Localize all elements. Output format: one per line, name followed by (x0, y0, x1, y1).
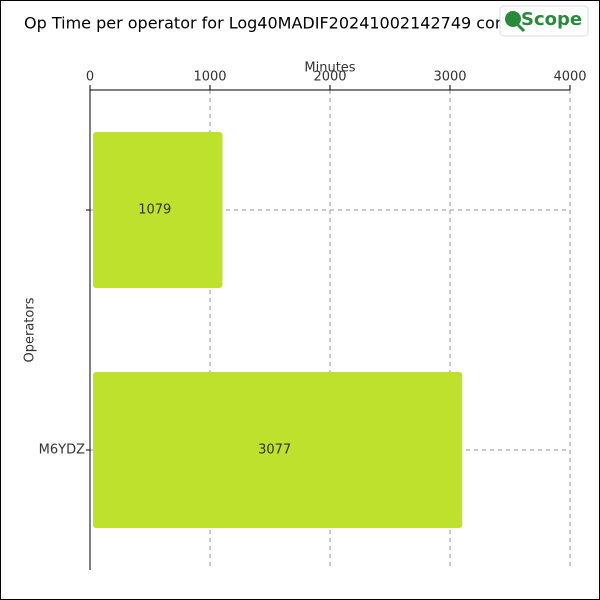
x-tick-label: 2000 (313, 70, 346, 85)
x-tick-label: 0 (86, 70, 94, 85)
logo-handle (516, 23, 526, 33)
chart-title: Op Time per operator for Log40MADIF20241… (24, 14, 577, 33)
logo-text: Scope (521, 9, 582, 30)
x-tick-label: 4000 (553, 70, 586, 85)
value-label: 3077 (258, 443, 291, 458)
value-label: 1079 (138, 203, 171, 218)
y-axis-label: Operators (23, 297, 38, 362)
x-axis-label: Minutes (304, 61, 355, 76)
logo-icon (505, 11, 521, 27)
bar (93, 372, 463, 528)
y-tick-label: M6YDZ (39, 443, 85, 458)
bar (93, 132, 223, 288)
logo: Scope (499, 5, 589, 37)
x-tick-label: 1000 (193, 70, 226, 85)
x-tick-label: 3000 (433, 70, 466, 85)
